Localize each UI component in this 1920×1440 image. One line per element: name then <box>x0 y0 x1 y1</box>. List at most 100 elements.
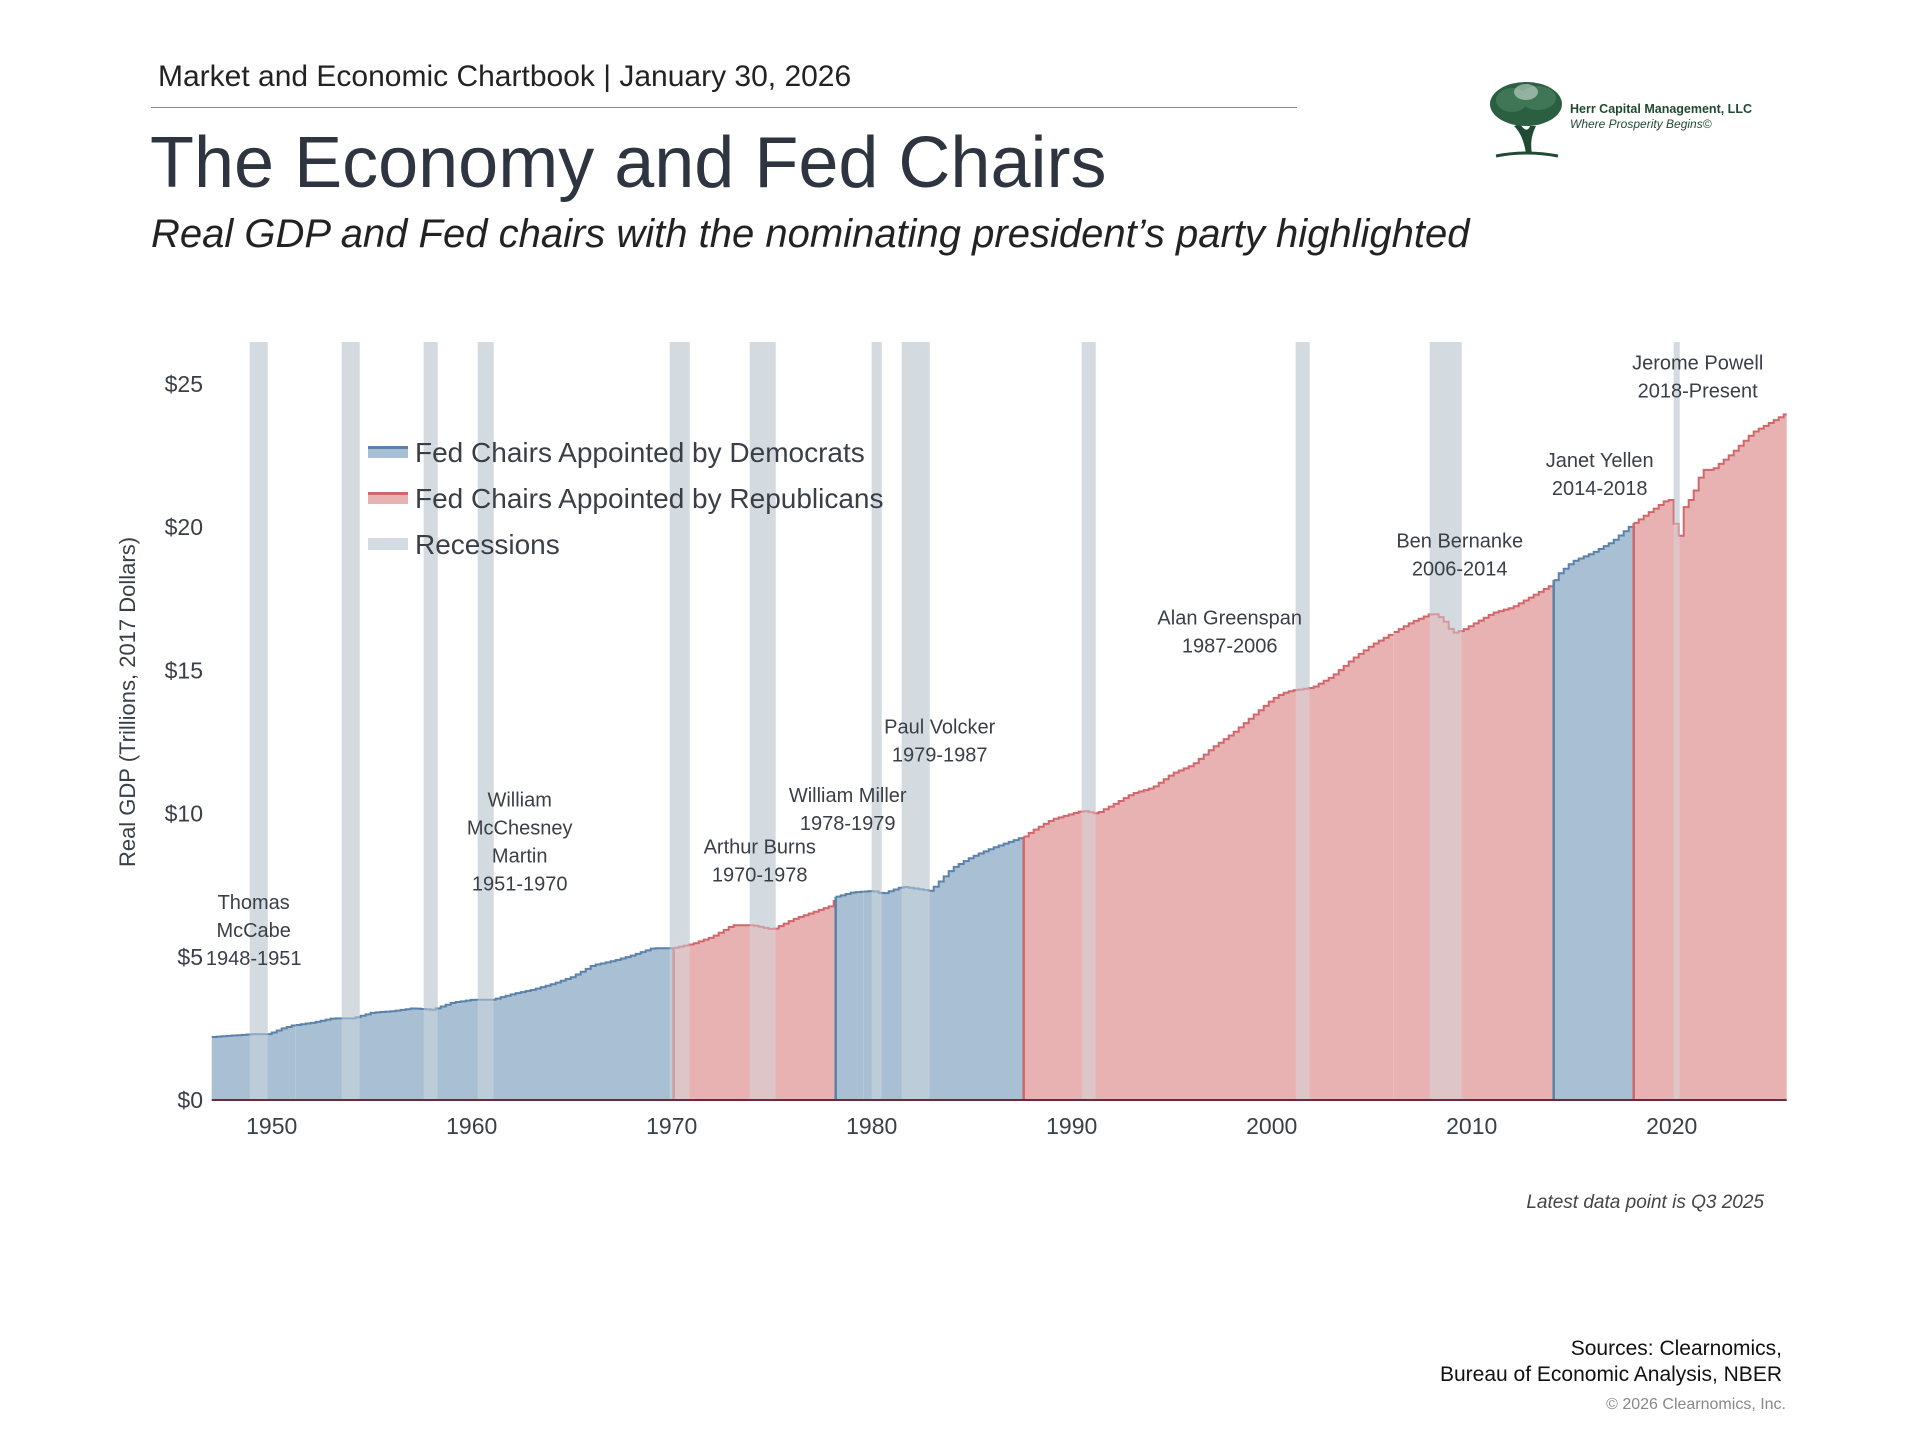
y-tick-label: $5 <box>177 944 203 970</box>
chair-label: William McChesney Martin 1951-1970 <box>467 789 573 895</box>
page-title: The Economy and Fed Chairs <box>150 123 1107 203</box>
legend-label: Recessions <box>415 529 560 560</box>
x-tick-label: 1990 <box>1046 1113 1097 1139</box>
recession-overlay <box>1295 342 1310 1100</box>
gdp-area-R <box>1393 586 1554 1100</box>
gdp-line-R <box>673 899 836 949</box>
chair-label: Janet Yellen 2014-2018 <box>1546 450 1654 500</box>
recession-overlay <box>341 342 360 1100</box>
axes: $0 $5 $10 $15 $20 $25 1950 1960 1970 1980 1990 2000… <box>165 371 1787 1139</box>
recession-overlay <box>249 342 268 1100</box>
gdp-line-D <box>1553 525 1634 582</box>
x-tick-label: 1970 <box>646 1113 697 1139</box>
chair-label: Jerome Powell 2018-Present <box>1632 353 1763 403</box>
chair-label: Ben Bernanke 2006-2014 <box>1396 530 1523 580</box>
recession-overlay <box>1673 342 1680 1100</box>
company-logo: Herr Capital Management, LLC Where Prosp… <box>1486 74 1776 160</box>
chair-term: 1987-2006 <box>1182 636 1278 658</box>
x-tick-label: 2000 <box>1246 1113 1297 1139</box>
page-subtitle: Real GDP and Fed chairs with the nominat… <box>151 212 1470 256</box>
gdp-areas <box>211 413 1787 1100</box>
recession-overlays <box>249 342 1680 1100</box>
chair-label: Alan Greenspan 1987-2006 <box>1157 608 1302 658</box>
chair-term: 2014-2018 <box>1552 478 1648 500</box>
chair-name: Alan Greenspan <box>1157 608 1302 630</box>
legend-label: Fed Chairs Appointed by Democrats <box>415 437 865 468</box>
gdp-line-R <box>1393 585 1554 634</box>
chair-term: 1948-1951 <box>206 948 302 970</box>
gdp-area-D <box>835 891 864 1100</box>
gdp-area-D <box>863 838 1024 1100</box>
recession-overlay <box>477 342 494 1100</box>
chair-name: Martin <box>492 845 548 867</box>
x-tick-label: 1950 <box>246 1113 297 1139</box>
y-tick-label: $15 <box>165 657 203 683</box>
y-tick-label: $25 <box>165 371 203 397</box>
x-tick-label: 1980 <box>846 1113 897 1139</box>
recession-band <box>249 342 268 1100</box>
tree-icon <box>1490 82 1562 158</box>
chair-name: Jerome Powell <box>1632 353 1763 375</box>
latest-data-note: Latest data point is Q3 2025 <box>1526 1192 1764 1213</box>
gdp-line-D <box>211 1024 296 1038</box>
legend-swatch-line <box>368 538 408 541</box>
gdp-area-R <box>1023 634 1394 1100</box>
legend-swatch-line <box>368 492 408 495</box>
chair-term: 2018-Present <box>1638 381 1759 403</box>
gdp-area-D <box>1553 526 1634 1100</box>
chair-name: William <box>487 789 551 811</box>
gdp-line-R <box>1023 633 1394 838</box>
chartbook-header: Market and Economic Chartbook | January … <box>158 60 852 93</box>
recession-overlay <box>1081 342 1096 1100</box>
y-axis-label: Real GDP (Trillions, 2017 Dollars) <box>115 537 140 867</box>
gdp-line-R <box>1633 413 1787 537</box>
legend-label: Fed Chairs Appointed by Republicans <box>415 483 884 514</box>
chair-label: Arthur Burns 1970-1978 <box>704 837 816 887</box>
recession-overlay <box>423 342 438 1100</box>
chair-name: Janet Yellen <box>1546 450 1654 472</box>
gdp-area-R <box>1633 414 1787 1100</box>
recession-overlay <box>1429 342 1462 1100</box>
recession-band <box>423 342 438 1100</box>
recession-overlay <box>871 342 882 1100</box>
gdp-area-D <box>211 1025 296 1100</box>
gdp-line-D <box>863 837 1024 895</box>
legend-swatch-line <box>368 446 408 449</box>
chair-name: Ben Bernanke <box>1396 530 1523 552</box>
chair-term: 1979-1987 <box>892 744 988 766</box>
recession-band <box>871 342 882 1100</box>
gdp-line-D <box>295 947 674 1026</box>
legend: Fed Chairs Appointed by Democrats Fed Cha… <box>368 437 884 560</box>
chair-term: 1970-1978 <box>712 865 808 887</box>
chair-label: Thomas McCabe 1948-1951 <box>206 892 302 970</box>
chair-name: Paul Volcker <box>884 716 996 738</box>
y-tick-label: $20 <box>165 514 203 540</box>
header-divider <box>151 107 1297 108</box>
chair-label: Paul Volcker 1979-1987 <box>884 716 996 766</box>
chair-labels: Thomas McCabe 1948-1951 William McChesney Mar… <box>206 353 1763 970</box>
chair-name: McCabe <box>216 920 290 942</box>
logo-tagline: Where Prosperity Begins© <box>1570 117 1712 131</box>
logo-company-name: Herr Capital Management, LLC <box>1570 102 1752 116</box>
x-tick-label: 1960 <box>446 1113 497 1139</box>
recession-overlay <box>669 342 690 1100</box>
recession-overlay <box>901 342 930 1100</box>
y-tick-label: $10 <box>165 801 203 827</box>
recession-band <box>341 342 360 1100</box>
recession-overlay <box>749 342 776 1100</box>
chair-name: McChesney <box>467 817 573 839</box>
sources-line-2: Bureau of Economic Analysis, NBER <box>1440 1363 1782 1386</box>
y-tick-label: $0 <box>177 1087 203 1113</box>
chair-name: Thomas <box>218 892 290 914</box>
copyright: © 2026 Clearnomics, Inc. <box>1606 1396 1786 1413</box>
gdp-area-D <box>295 948 674 1100</box>
chair-term: 1951-1970 <box>472 873 568 895</box>
recession-band <box>477 342 494 1100</box>
gdp-area-R <box>673 900 836 1100</box>
gdp-line-D <box>835 890 864 898</box>
chair-label: William Miller 1978-1979 <box>789 785 907 835</box>
x-tick-label: 2020 <box>1646 1113 1697 1139</box>
chair-term: 2006-2014 <box>1412 558 1508 580</box>
recession-band <box>669 342 690 1100</box>
